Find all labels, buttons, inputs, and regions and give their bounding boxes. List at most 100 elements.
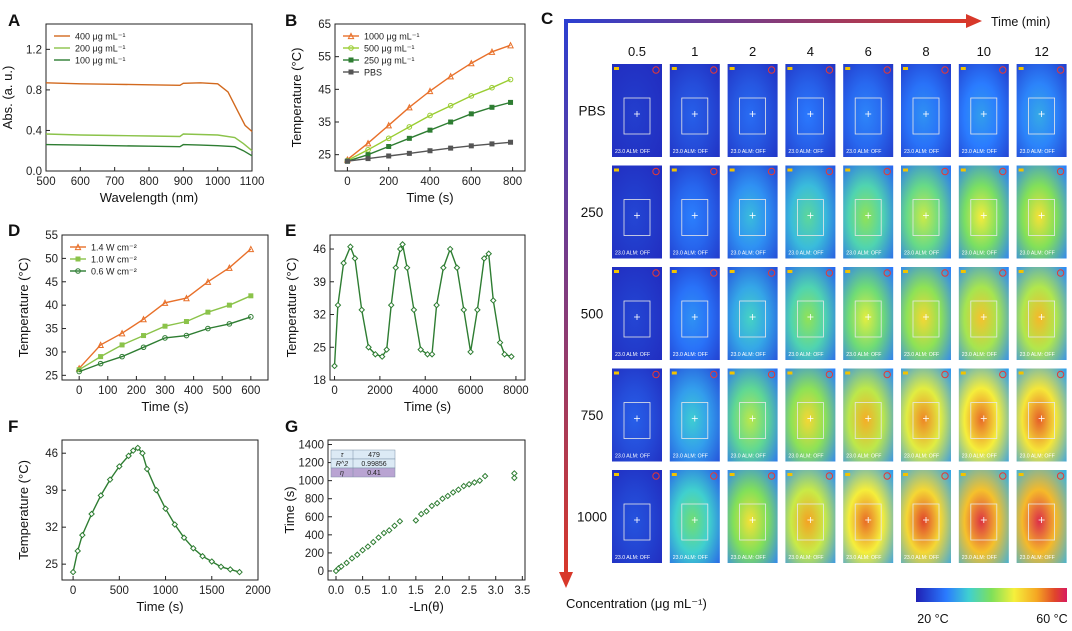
record-icon xyxy=(941,167,949,176)
data-point xyxy=(183,332,190,339)
camera-readout: 23.0 ALM: OFF xyxy=(731,454,766,460)
thermal-image: 23.0 ALM: OFF xyxy=(958,470,1009,563)
record-icon xyxy=(999,472,1007,480)
thermal-image: 23.0 ALM: OFF xyxy=(785,165,836,259)
x-tick-label: 400 xyxy=(420,176,439,188)
measurement-box xyxy=(1028,402,1055,439)
battery-icon xyxy=(671,67,677,70)
data-point xyxy=(344,158,350,164)
legend-label: 400 μg mL⁻¹ xyxy=(75,32,125,42)
data-point xyxy=(226,321,233,327)
measurement-box xyxy=(623,402,651,439)
x-tick-label: 1000 xyxy=(153,585,179,597)
y-tick-label: 50 xyxy=(45,253,58,265)
data-point xyxy=(226,302,232,308)
data-point xyxy=(248,293,254,299)
record-icon xyxy=(825,66,834,74)
y-axis-title: Temperature (°C) xyxy=(16,460,31,560)
record-icon xyxy=(999,167,1007,176)
measurement-box xyxy=(1028,300,1055,338)
data-point xyxy=(364,543,372,550)
battery-icon xyxy=(960,473,966,476)
thermal-image: 23.0 ALM: OFF xyxy=(785,470,836,563)
x-tick-label: 1100 xyxy=(240,176,265,188)
data-point xyxy=(508,353,515,360)
thermal-image: 23.0 ALM: OFF xyxy=(612,64,662,157)
battery-icon xyxy=(845,67,851,70)
data-point xyxy=(347,243,354,251)
thermal-image-bg xyxy=(785,470,836,563)
y-tick-label: 18 xyxy=(313,375,326,387)
x-tick-label: 2.0 xyxy=(434,585,450,597)
battery-icon xyxy=(1018,473,1024,476)
y-tick-label: 0.0 xyxy=(26,166,42,178)
time-point-label: 4 xyxy=(807,44,814,59)
x-tick-label: 0 xyxy=(70,585,76,597)
thermal-image-bg xyxy=(785,368,836,462)
data-point xyxy=(439,495,446,503)
camera-readout: 23.0 ALM: OFF xyxy=(731,555,766,561)
data-point xyxy=(334,301,342,309)
measurement-box xyxy=(854,97,882,135)
camera-readout: 23.0 ALM: OFF xyxy=(846,149,881,155)
data-point xyxy=(410,306,418,314)
legend-marker xyxy=(347,32,355,40)
camera-readout: 23.0 ALM: OFF xyxy=(673,251,708,257)
data-point xyxy=(449,489,457,496)
record-icon xyxy=(825,472,834,480)
data-point xyxy=(392,264,400,272)
thermal-image: 23.0 ALM: OFF xyxy=(1016,368,1067,462)
data-point xyxy=(433,301,440,309)
measurement-box xyxy=(912,97,940,135)
battery-icon xyxy=(960,168,966,172)
thermal-image: 23.0 ALM: OFF xyxy=(727,165,778,259)
fit-table-label: η xyxy=(340,470,344,477)
measurement-box xyxy=(912,402,940,439)
thermal-image-bg xyxy=(1016,64,1067,157)
thermal-image: 23.0 ALM: OFF xyxy=(901,368,951,462)
thermal-image-bg xyxy=(785,64,836,157)
x-tick-label: 200 xyxy=(127,385,146,397)
camera-readout: 23.0 ALM: OFF xyxy=(962,555,997,561)
data-point xyxy=(426,87,434,95)
time-point-label: 8 xyxy=(922,44,929,59)
record-icon xyxy=(941,472,949,480)
data-point xyxy=(204,278,212,285)
measurement-box xyxy=(623,199,651,236)
thermal-image: 23.0 ALM: OFF xyxy=(669,267,720,360)
series-line xyxy=(78,295,252,371)
battery-icon xyxy=(671,270,677,273)
legend-label: 1.0 W cm⁻² xyxy=(91,255,137,265)
data-point xyxy=(106,476,114,483)
camera-readout: 23.0 ALM: OFF xyxy=(615,555,650,561)
x-tick-label: 1000 xyxy=(205,176,231,188)
data-point xyxy=(217,563,225,571)
panel-label-a: A xyxy=(8,11,20,30)
thermal-image-bg xyxy=(612,64,662,157)
legend-label: 100 μg mL⁻¹ xyxy=(75,56,125,66)
data-point xyxy=(171,521,179,528)
thermal-image-bg xyxy=(901,368,951,462)
x-tick-label: 100 xyxy=(98,385,117,397)
y-tick-label: 600 xyxy=(305,512,324,524)
measurement-box xyxy=(739,199,766,236)
data-point xyxy=(468,143,474,149)
x-tick-label: 4000 xyxy=(412,385,438,397)
data-point xyxy=(97,492,105,499)
thermal-image-bg xyxy=(1016,470,1067,563)
battery-icon xyxy=(614,270,619,273)
thermal-image-bg xyxy=(843,165,894,259)
battery-icon xyxy=(614,168,619,172)
legend: 400 μg mL⁻¹ 200 μg mL⁻¹ 100 μg mL⁻¹ xyxy=(54,32,125,66)
series-line xyxy=(333,242,512,367)
thermal-image: 23.0 ALM: OFF xyxy=(843,165,894,259)
panel-label-c: C xyxy=(541,9,553,28)
time-point-label: 2 xyxy=(749,44,756,59)
battery-icon xyxy=(960,270,966,273)
data-point xyxy=(474,306,481,314)
fit-table-row xyxy=(330,467,396,478)
y-tick-label: 1.2 xyxy=(26,44,42,56)
measurement-box xyxy=(797,503,824,541)
concentration-axis-arrow xyxy=(564,19,568,575)
legend-marker xyxy=(348,69,354,75)
